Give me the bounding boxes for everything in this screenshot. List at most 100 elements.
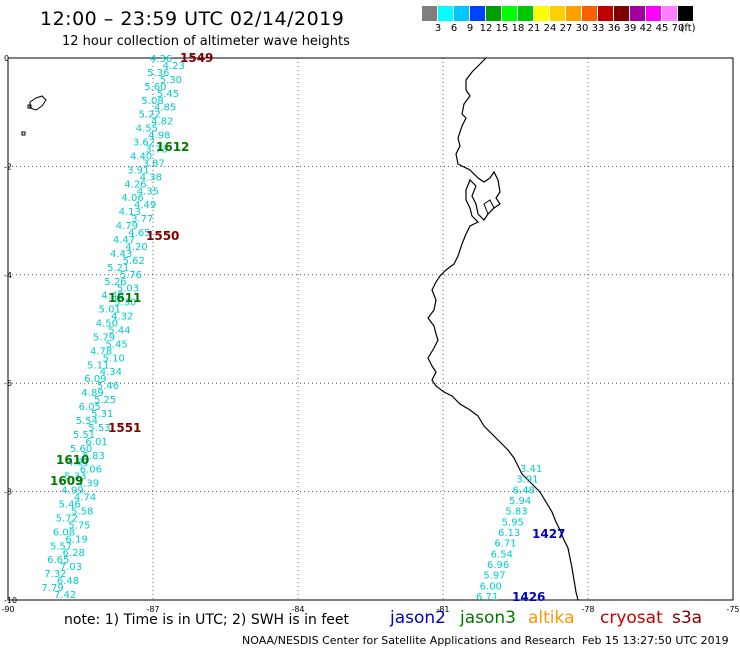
wave-height-value: 6.06 bbox=[80, 465, 102, 476]
wave-height-value: 4.39 bbox=[77, 479, 99, 490]
wave-height-value: 7.32 bbox=[44, 569, 66, 580]
legend-cryosat: cryosat bbox=[600, 608, 663, 628]
scale-swatch bbox=[582, 6, 598, 21]
wave-height-value: 5.46 bbox=[59, 500, 81, 511]
y-tick-label: -2 bbox=[4, 162, 12, 171]
scale-label: 30 bbox=[575, 23, 589, 34]
footnote: note: 1) Time is in UTC; 2) SWH is in fe… bbox=[64, 612, 350, 628]
scale-label: 21 bbox=[527, 23, 541, 34]
scale-label: 6 bbox=[450, 23, 458, 34]
wave-height-value: 5.01 bbox=[99, 305, 121, 316]
wave-height-value: 5.08 bbox=[141, 96, 163, 107]
wave-height-value: 4.06 bbox=[121, 193, 143, 204]
scale-swatch bbox=[534, 6, 550, 21]
scale-swatch bbox=[438, 6, 454, 21]
legend-jason3: jason3 bbox=[460, 608, 516, 628]
scale-label: 42 bbox=[639, 23, 653, 34]
scale-label: 39 bbox=[623, 23, 637, 34]
wave-height-value: 6.05 bbox=[79, 402, 101, 413]
y-tick-label: 0 bbox=[4, 54, 9, 63]
wave-height-value: 5.97 bbox=[483, 571, 505, 582]
galapagos-islet bbox=[27, 104, 32, 109]
wave-height-value: 3.62 bbox=[133, 138, 155, 149]
wave-height-value: 7.42 bbox=[54, 590, 76, 601]
wave-height-value: 3.91 bbox=[127, 165, 149, 176]
x-tick-label: -75 bbox=[726, 605, 739, 614]
scale-swatch bbox=[614, 6, 630, 21]
map-title: 12:00 – 23:59 UTC 02/14/2019 bbox=[40, 8, 345, 30]
wave-height-value: 5.76 bbox=[120, 270, 142, 281]
wave-height-value: 5.83 bbox=[83, 451, 105, 462]
pass-time-label: 1609 bbox=[50, 474, 83, 488]
y-tick-label: -8 bbox=[4, 488, 12, 497]
wave-height-value: 5.33 bbox=[64, 472, 86, 483]
y-tick-label: -6 bbox=[4, 379, 12, 388]
legend-s3a: s3a bbox=[672, 608, 703, 628]
wave-height-value: 4.43 bbox=[110, 249, 132, 260]
coastline bbox=[427, 57, 579, 601]
scale-label: 45 bbox=[655, 23, 669, 34]
pass-time-label: 1551 bbox=[108, 421, 141, 435]
wave-height-value: 5.62 bbox=[123, 256, 145, 267]
wave-height-value: 5.83 bbox=[505, 507, 527, 518]
wave-height-value: 5.54 bbox=[76, 416, 98, 427]
wave-height-value: 4.82 bbox=[151, 117, 173, 128]
wave-height-value: 5.60 bbox=[70, 444, 92, 455]
wave-height-value: 4.89 bbox=[81, 388, 103, 399]
wave-height-value: 4.34 bbox=[100, 367, 122, 378]
wave-height-value: 5.75 bbox=[68, 520, 90, 531]
scale-swatch bbox=[486, 6, 502, 21]
scale-swatch bbox=[518, 6, 534, 21]
wave-height-value: 6.08 bbox=[53, 527, 75, 538]
scale-swatch bbox=[646, 6, 662, 21]
scale-swatch bbox=[566, 6, 582, 21]
x-tick-label: -90 bbox=[1, 605, 14, 614]
wave-height-value: 3.41 bbox=[520, 464, 542, 475]
scale-swatch bbox=[678, 6, 694, 21]
coastal-track: 3.413.916.485.945.835.956.136.716.546.96… bbox=[476, 464, 542, 603]
wave-height-value: 4.47 bbox=[113, 235, 135, 246]
wave-height-value: 3.77 bbox=[131, 214, 153, 225]
wave-height-value: 5.57 bbox=[50, 541, 72, 552]
wave-height-value: 3.87 bbox=[143, 158, 165, 169]
wave-height-value: 6.00 bbox=[480, 581, 502, 592]
scale-label: 36 bbox=[607, 23, 621, 34]
x-tick-label: -78 bbox=[581, 605, 594, 614]
wave-height-value: 5.31 bbox=[91, 409, 113, 420]
scale-swatch bbox=[662, 6, 678, 21]
wave-height-value: 5.03 bbox=[117, 284, 139, 295]
wave-height-value: 4.20 bbox=[125, 242, 147, 253]
galapagos-island bbox=[29, 95, 47, 111]
scale-swatch bbox=[630, 6, 646, 21]
scale-label: 12 bbox=[479, 23, 493, 34]
map-subtitle: 12 hour collection of altimeter wave hei… bbox=[62, 34, 350, 49]
legend-jason2: jason2 bbox=[390, 608, 446, 628]
scale-label: 24 bbox=[543, 23, 557, 34]
wave-height-value: 4.48 bbox=[101, 291, 123, 302]
wave-height-value: 5.95 bbox=[502, 517, 524, 528]
pass-time-labels: 1549 1612 1550 1611 1551 1610 1609 1427 1426 bbox=[50, 51, 565, 604]
wave-height-value: 4.50 bbox=[96, 319, 118, 330]
y-tick-label: -4 bbox=[4, 271, 12, 280]
wave-height-value: 6.65 bbox=[47, 555, 69, 566]
scale-label: 3 bbox=[434, 23, 442, 34]
pass-time-label: 1427 bbox=[532, 527, 565, 541]
legend-altika: altika bbox=[528, 608, 575, 628]
wave-height-value: 5.26 bbox=[104, 277, 126, 288]
wave-height-value: 4.74 bbox=[74, 493, 96, 504]
galapagos-islet bbox=[21, 131, 26, 136]
wave-height-value: 4.55 bbox=[136, 124, 158, 135]
wave-height-value: 5.58 bbox=[71, 506, 93, 517]
color-scale-labels: 3 6 9 12 15 18 21 24 27 30 33 36 39 42 45 70 (ft) bbox=[422, 23, 740, 37]
map-frame bbox=[7, 57, 734, 601]
wave-height-value: 5.51 bbox=[73, 430, 95, 441]
golfo-island bbox=[483, 199, 495, 215]
scale-swatch bbox=[598, 6, 614, 21]
lat-lon-grid bbox=[8, 58, 733, 600]
wave-height-value: 4.26 bbox=[124, 179, 146, 190]
scale-label: 18 bbox=[511, 23, 525, 34]
scale-label: 9 bbox=[466, 23, 474, 34]
wave-height-value: 4.13 bbox=[119, 207, 141, 218]
wave-height-value: 5.30 bbox=[160, 75, 182, 86]
